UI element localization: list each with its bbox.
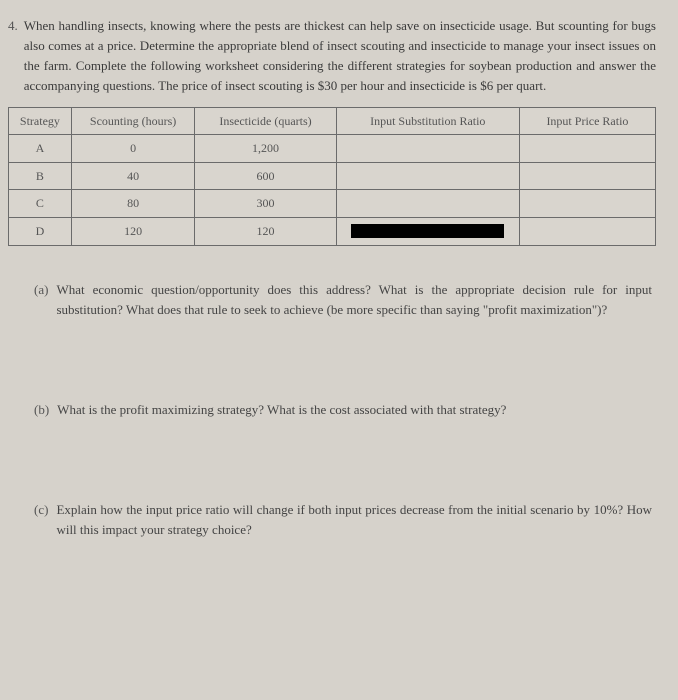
col-insecticide: Insecticide (quarts) bbox=[195, 107, 336, 135]
sub-label: (c) bbox=[34, 500, 48, 540]
table-row: C 80 300 bbox=[9, 190, 656, 218]
col-strategy: Strategy bbox=[9, 107, 72, 135]
cell-insecticide: 600 bbox=[195, 162, 336, 190]
cell-strategy: C bbox=[9, 190, 72, 218]
strategy-table: Strategy Scounting (hours) Insecticide (… bbox=[8, 107, 656, 246]
table-header-row: Strategy Scounting (hours) Insecticide (… bbox=[9, 107, 656, 135]
cell-isr bbox=[336, 217, 519, 245]
sub-text: Explain how the input price ratio will c… bbox=[56, 500, 652, 540]
question-text: When handling insects, knowing where the… bbox=[24, 16, 656, 97]
table-row: D 120 120 bbox=[9, 217, 656, 245]
cell-scouting: 40 bbox=[71, 162, 195, 190]
cell-isr bbox=[336, 135, 519, 163]
question-block: 4. When handling insects, knowing where … bbox=[8, 16, 656, 97]
table-row: B 40 600 bbox=[9, 162, 656, 190]
sub-label: (b) bbox=[34, 400, 49, 420]
cell-scouting: 80 bbox=[71, 190, 195, 218]
cell-ipr bbox=[519, 217, 655, 245]
cell-isr bbox=[336, 190, 519, 218]
cell-strategy: B bbox=[9, 162, 72, 190]
cell-insecticide: 1,200 bbox=[195, 135, 336, 163]
col-isr: Input Substitution Ratio bbox=[336, 107, 519, 135]
sub-text: What is the profit maximizing strategy? … bbox=[57, 400, 652, 420]
sub-question-c: (c) Explain how the input price ratio wi… bbox=[8, 500, 656, 540]
cell-insecticide: 120 bbox=[195, 217, 336, 245]
cell-insecticide: 300 bbox=[195, 190, 336, 218]
col-scouting: Scounting (hours) bbox=[71, 107, 195, 135]
table: Strategy Scounting (hours) Insecticide (… bbox=[8, 107, 656, 246]
question-number: 4. bbox=[8, 16, 18, 97]
sub-question-b: (b) What is the profit maximizing strate… bbox=[8, 400, 656, 420]
cell-strategy: A bbox=[9, 135, 72, 163]
cell-ipr bbox=[519, 135, 655, 163]
cell-strategy: D bbox=[9, 217, 72, 245]
cell-ipr bbox=[519, 190, 655, 218]
cell-isr bbox=[336, 162, 519, 190]
col-ipr: Input Price Ratio bbox=[519, 107, 655, 135]
sub-text: What economic question/opportunity does … bbox=[56, 280, 652, 320]
sub-label: (a) bbox=[34, 280, 48, 320]
cell-scouting: 120 bbox=[71, 217, 195, 245]
sub-question-a: (a) What economic question/opportunity d… bbox=[8, 280, 656, 320]
table-row: A 0 1,200 bbox=[9, 135, 656, 163]
redacted-block bbox=[351, 224, 504, 238]
cell-scouting: 0 bbox=[71, 135, 195, 163]
cell-ipr bbox=[519, 162, 655, 190]
table-body: A 0 1,200 B 40 600 C 80 300 D bbox=[9, 135, 656, 245]
